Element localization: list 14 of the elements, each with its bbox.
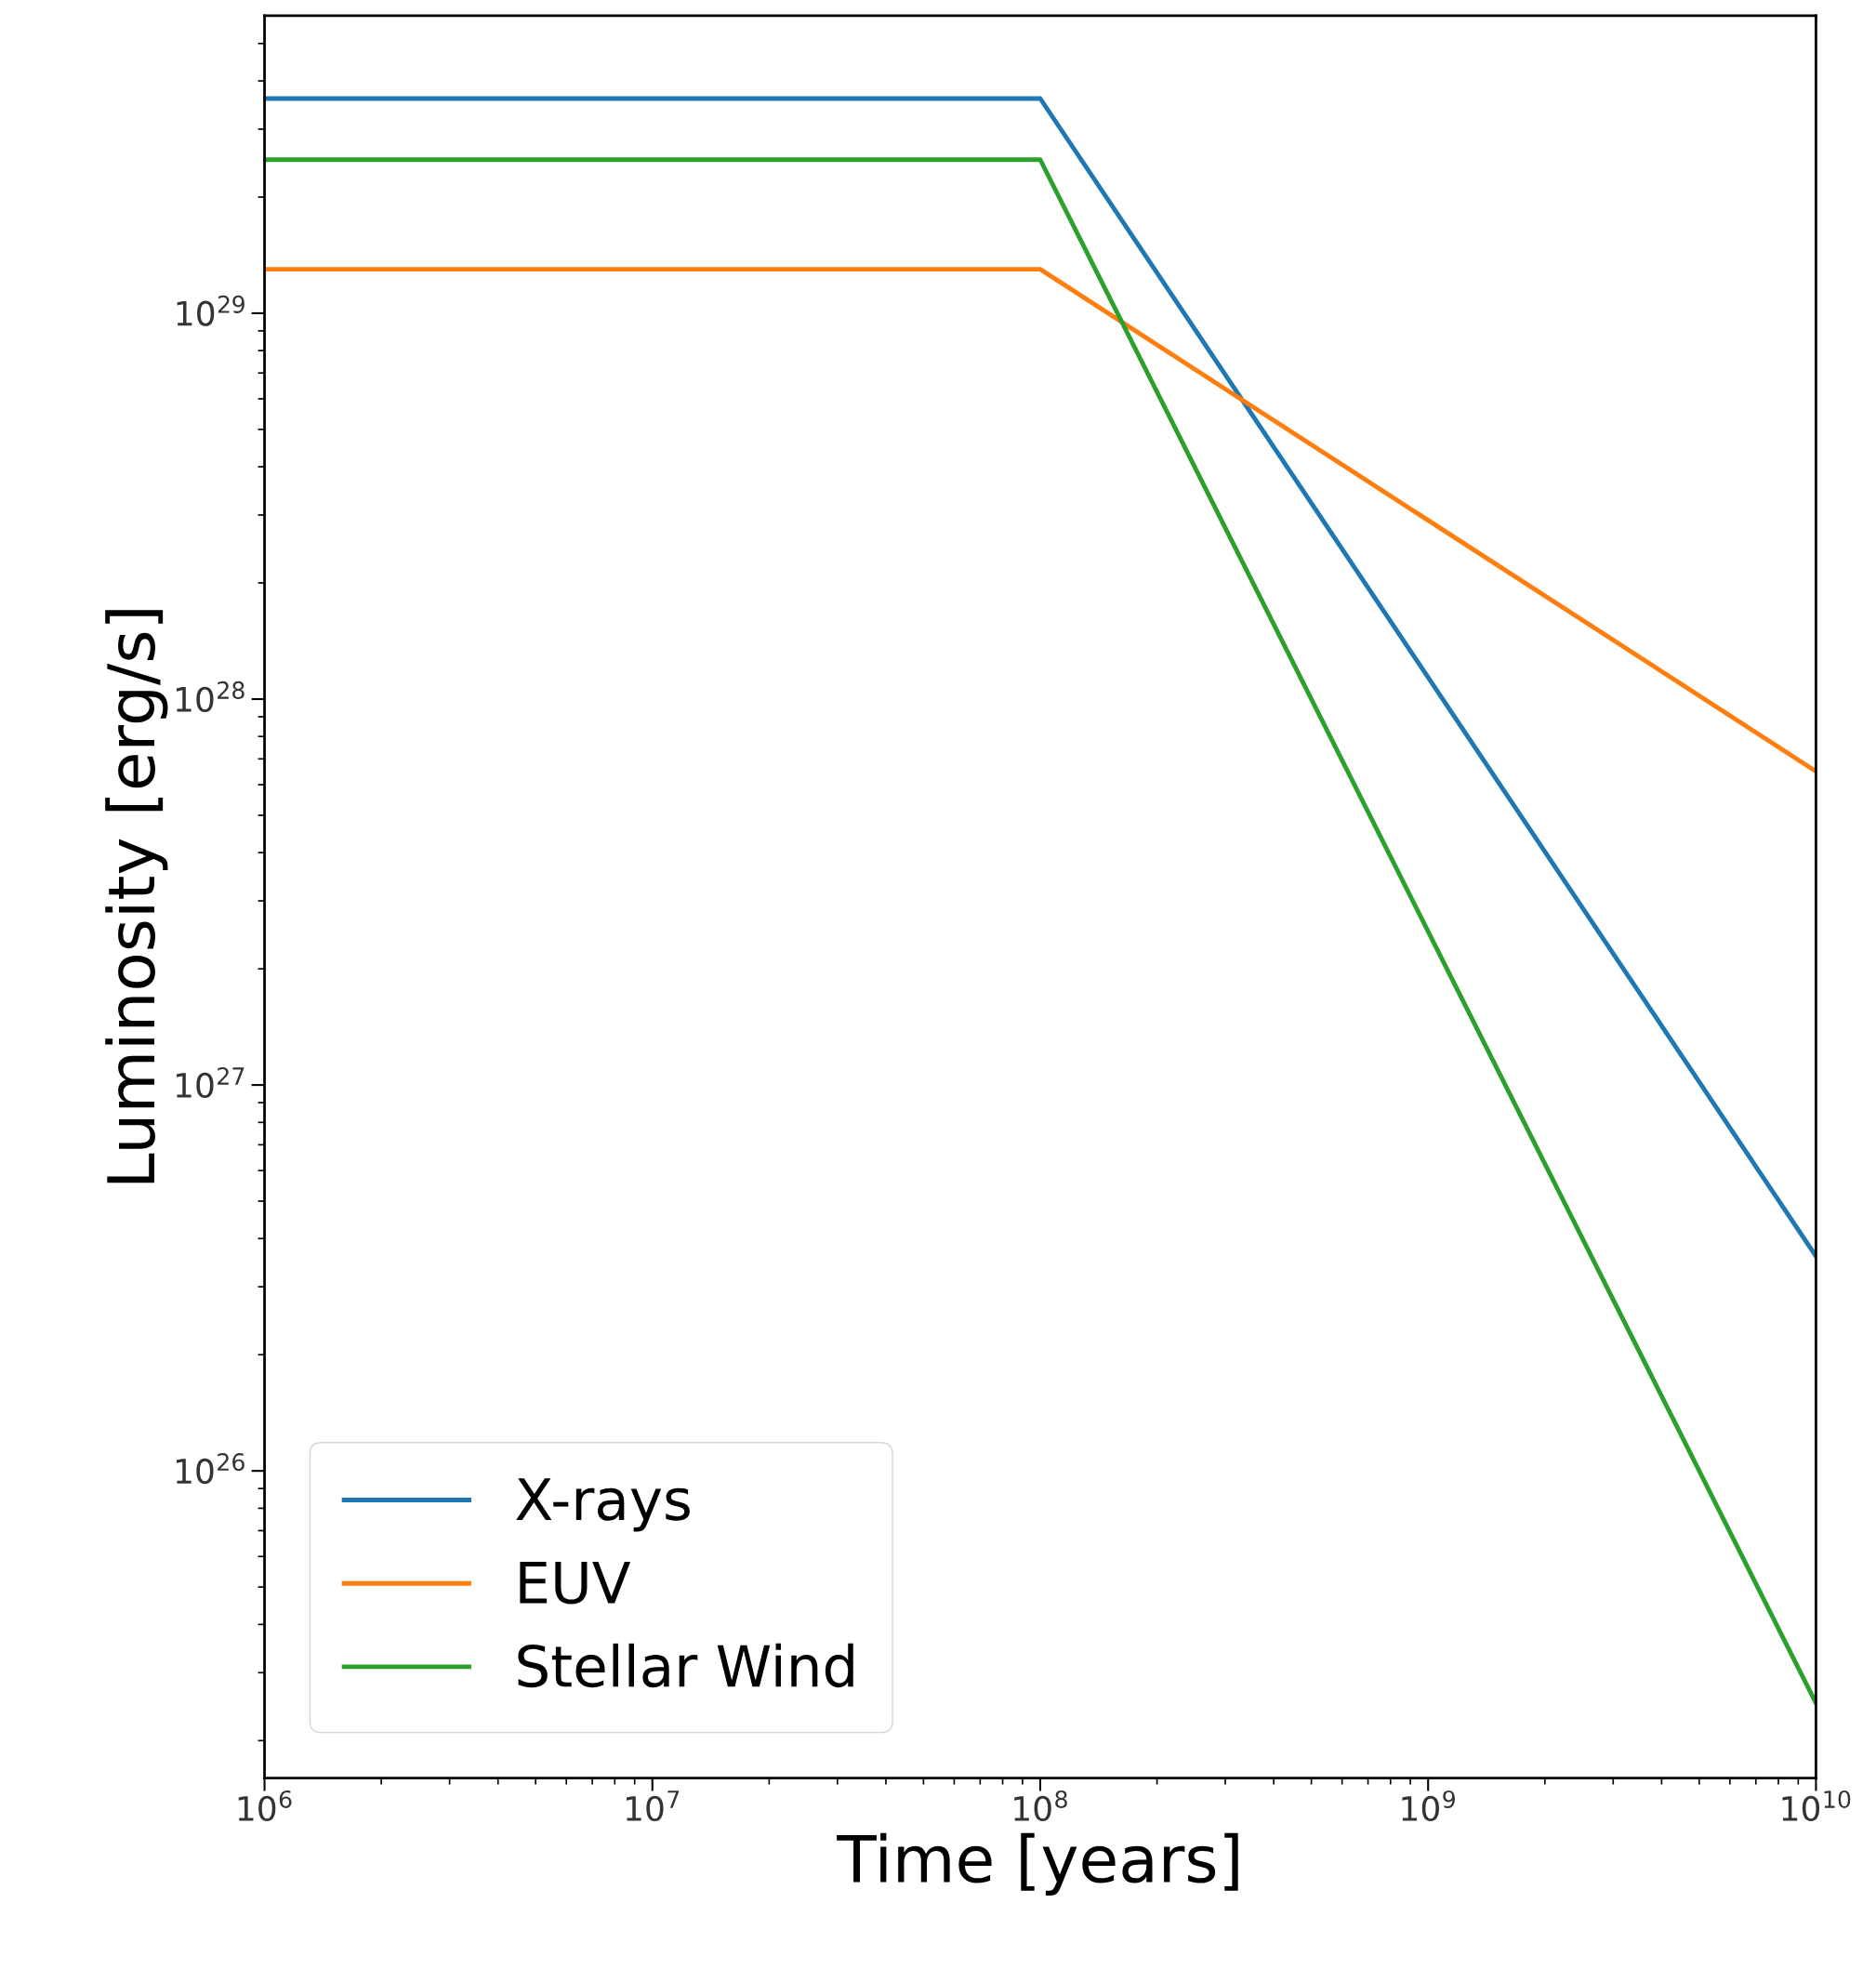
- legend-label: X-rays: [516, 1478, 690, 1532]
- y-tick-label: 10$^{28}$: [176, 681, 244, 712]
- x-axis-title: Time [years]: [837, 1832, 1238, 1896]
- legend-label: Stellar Wind: [518, 1643, 853, 1688]
- y-axis-title: Luminosity [erg/s]: [105, 610, 168, 1183]
- y-tick-label: 10$^{29}$: [177, 295, 244, 326]
- x-tick-label: 10$^{6}$: [238, 1790, 292, 1821]
- x-tick-label: 10$^{9}$: [1402, 1790, 1456, 1821]
- x-tick-label: 10$^{7}$: [626, 1791, 680, 1822]
- legend-label: EUV: [520, 1562, 631, 1605]
- y-tick-label: 10$^{27}$: [176, 1066, 244, 1099]
- y-tick-label: 10$^{26}$: [176, 1453, 244, 1485]
- x-tick-label: 10$^{10}$: [1782, 1790, 1851, 1821]
- x-tick-label: 10$^{8}$: [1014, 1790, 1067, 1821]
